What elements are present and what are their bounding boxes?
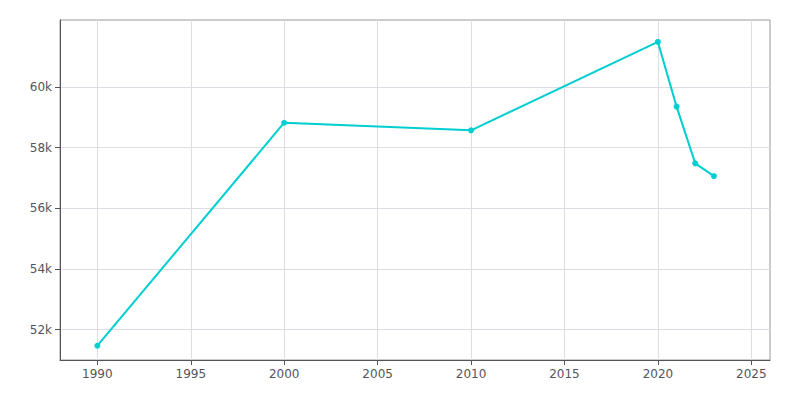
svg-text:60k: 60k [30, 80, 52, 94]
svg-text:2015: 2015 [549, 367, 580, 381]
svg-text:2020: 2020 [643, 367, 674, 381]
svg-text:1990: 1990 [82, 367, 113, 381]
svg-text:52k: 52k [30, 323, 52, 337]
svg-text:56k: 56k [30, 201, 52, 215]
svg-text:2005: 2005 [362, 367, 393, 381]
svg-text:2025: 2025 [736, 367, 767, 381]
svg-text:58k: 58k [30, 141, 52, 155]
svg-text:2010: 2010 [456, 367, 487, 381]
svg-text:1995: 1995 [176, 367, 207, 381]
svg-text:2000: 2000 [269, 367, 300, 381]
svg-text:54k: 54k [30, 262, 52, 276]
